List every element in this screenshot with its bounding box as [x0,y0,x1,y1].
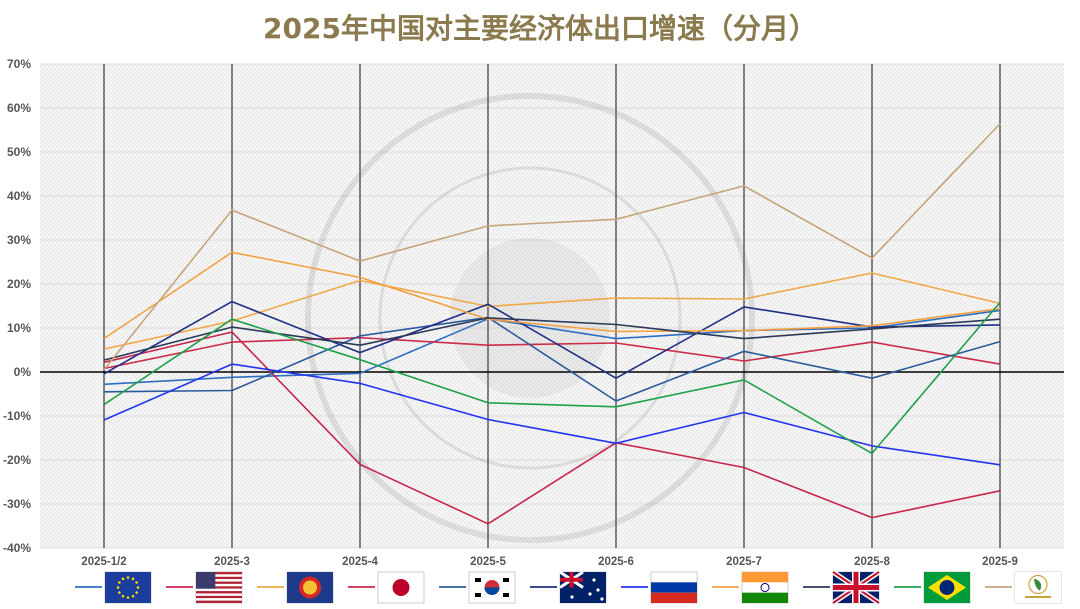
russia-flag [650,571,698,604]
series-line-korea [103,316,1001,402]
series-line-india [103,251,1001,340]
watermark-seal [305,93,755,543]
series-line-eu [103,309,1001,386]
eu-flag [104,571,152,604]
legend-item-korea [439,571,516,604]
african-union-flag [1014,571,1062,604]
y-tick-label: -40% [3,541,31,555]
chart-title: 2025年中国对主要经济体出口增速（分月） [263,12,817,45]
japan-flag [377,571,425,604]
y-tick-label: 0% [14,365,32,379]
x-tick-label: 2025-6 [598,556,634,568]
x-tick-label: 2025-1/2 [81,556,126,568]
uk-flag [831,569,881,606]
legend-item-russia [621,571,698,604]
india-flag [741,571,789,604]
x-tick-label: 2025-8 [854,556,890,568]
x-tick-label: 2025-7 [726,556,762,568]
legend-item-uk [803,569,881,606]
x-tick-label: 2025-3 [214,556,250,568]
vertical-gridlines [103,64,1001,548]
horizontal-gridlines [40,63,1064,549]
y-axis-tick-labels: -40% -30% -20% -10% 0% 10% 20% 30% 40% 50% 60% 70% [3,57,31,555]
legend-item-brazil [894,571,971,604]
y-tick-label: -30% [3,497,31,511]
x-tick-label: 2025-4 [342,556,378,568]
y-tick-label: -20% [3,453,31,467]
y-tick-label: 40% [7,189,31,203]
legend-item-eu [75,571,152,604]
legend-item-japan [348,571,425,604]
y-tick-label: 70% [7,57,31,71]
y-tick-label: -10% [3,409,31,423]
legend-item-asean [257,571,334,604]
us-flag [195,571,243,604]
y-tick-label: 50% [7,145,31,159]
series-lines [103,123,1001,525]
y-tick-label: 20% [7,277,31,291]
x-axis-tick-labels: 2025-1/2 2025-3 2025-4 2025-5 2025-6 2025-7 20… [81,556,1018,568]
series-line-us [103,331,1001,525]
series-line-japan [103,336,1001,370]
series-line-uk [103,317,1001,361]
x-tick-label: 2025-5 [470,556,506,568]
plot-area [40,64,1064,548]
legend-item-india [712,571,789,604]
series-line-au [103,123,1001,371]
legend-item-au [985,571,1062,604]
legend-item-us [166,571,243,604]
y-tick-label: 10% [7,321,31,335]
australia-flag [559,570,607,604]
series-line-asean [103,272,1001,350]
x-tick-label: 2025-9 [982,556,1018,568]
series-line-brazil [103,301,1001,455]
asean-flag [286,571,334,604]
brazil-flag [923,571,971,604]
legend-item-australia [530,570,607,604]
y-tick-label: 60% [7,101,31,115]
y-tick-label: 30% [7,233,31,247]
korea-flag [468,571,516,604]
legend [75,569,1062,606]
series-line-australia [103,300,1001,380]
